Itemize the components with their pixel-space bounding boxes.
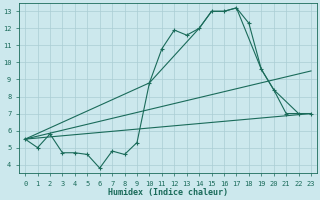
X-axis label: Humidex (Indice chaleur): Humidex (Indice chaleur) xyxy=(108,188,228,197)
